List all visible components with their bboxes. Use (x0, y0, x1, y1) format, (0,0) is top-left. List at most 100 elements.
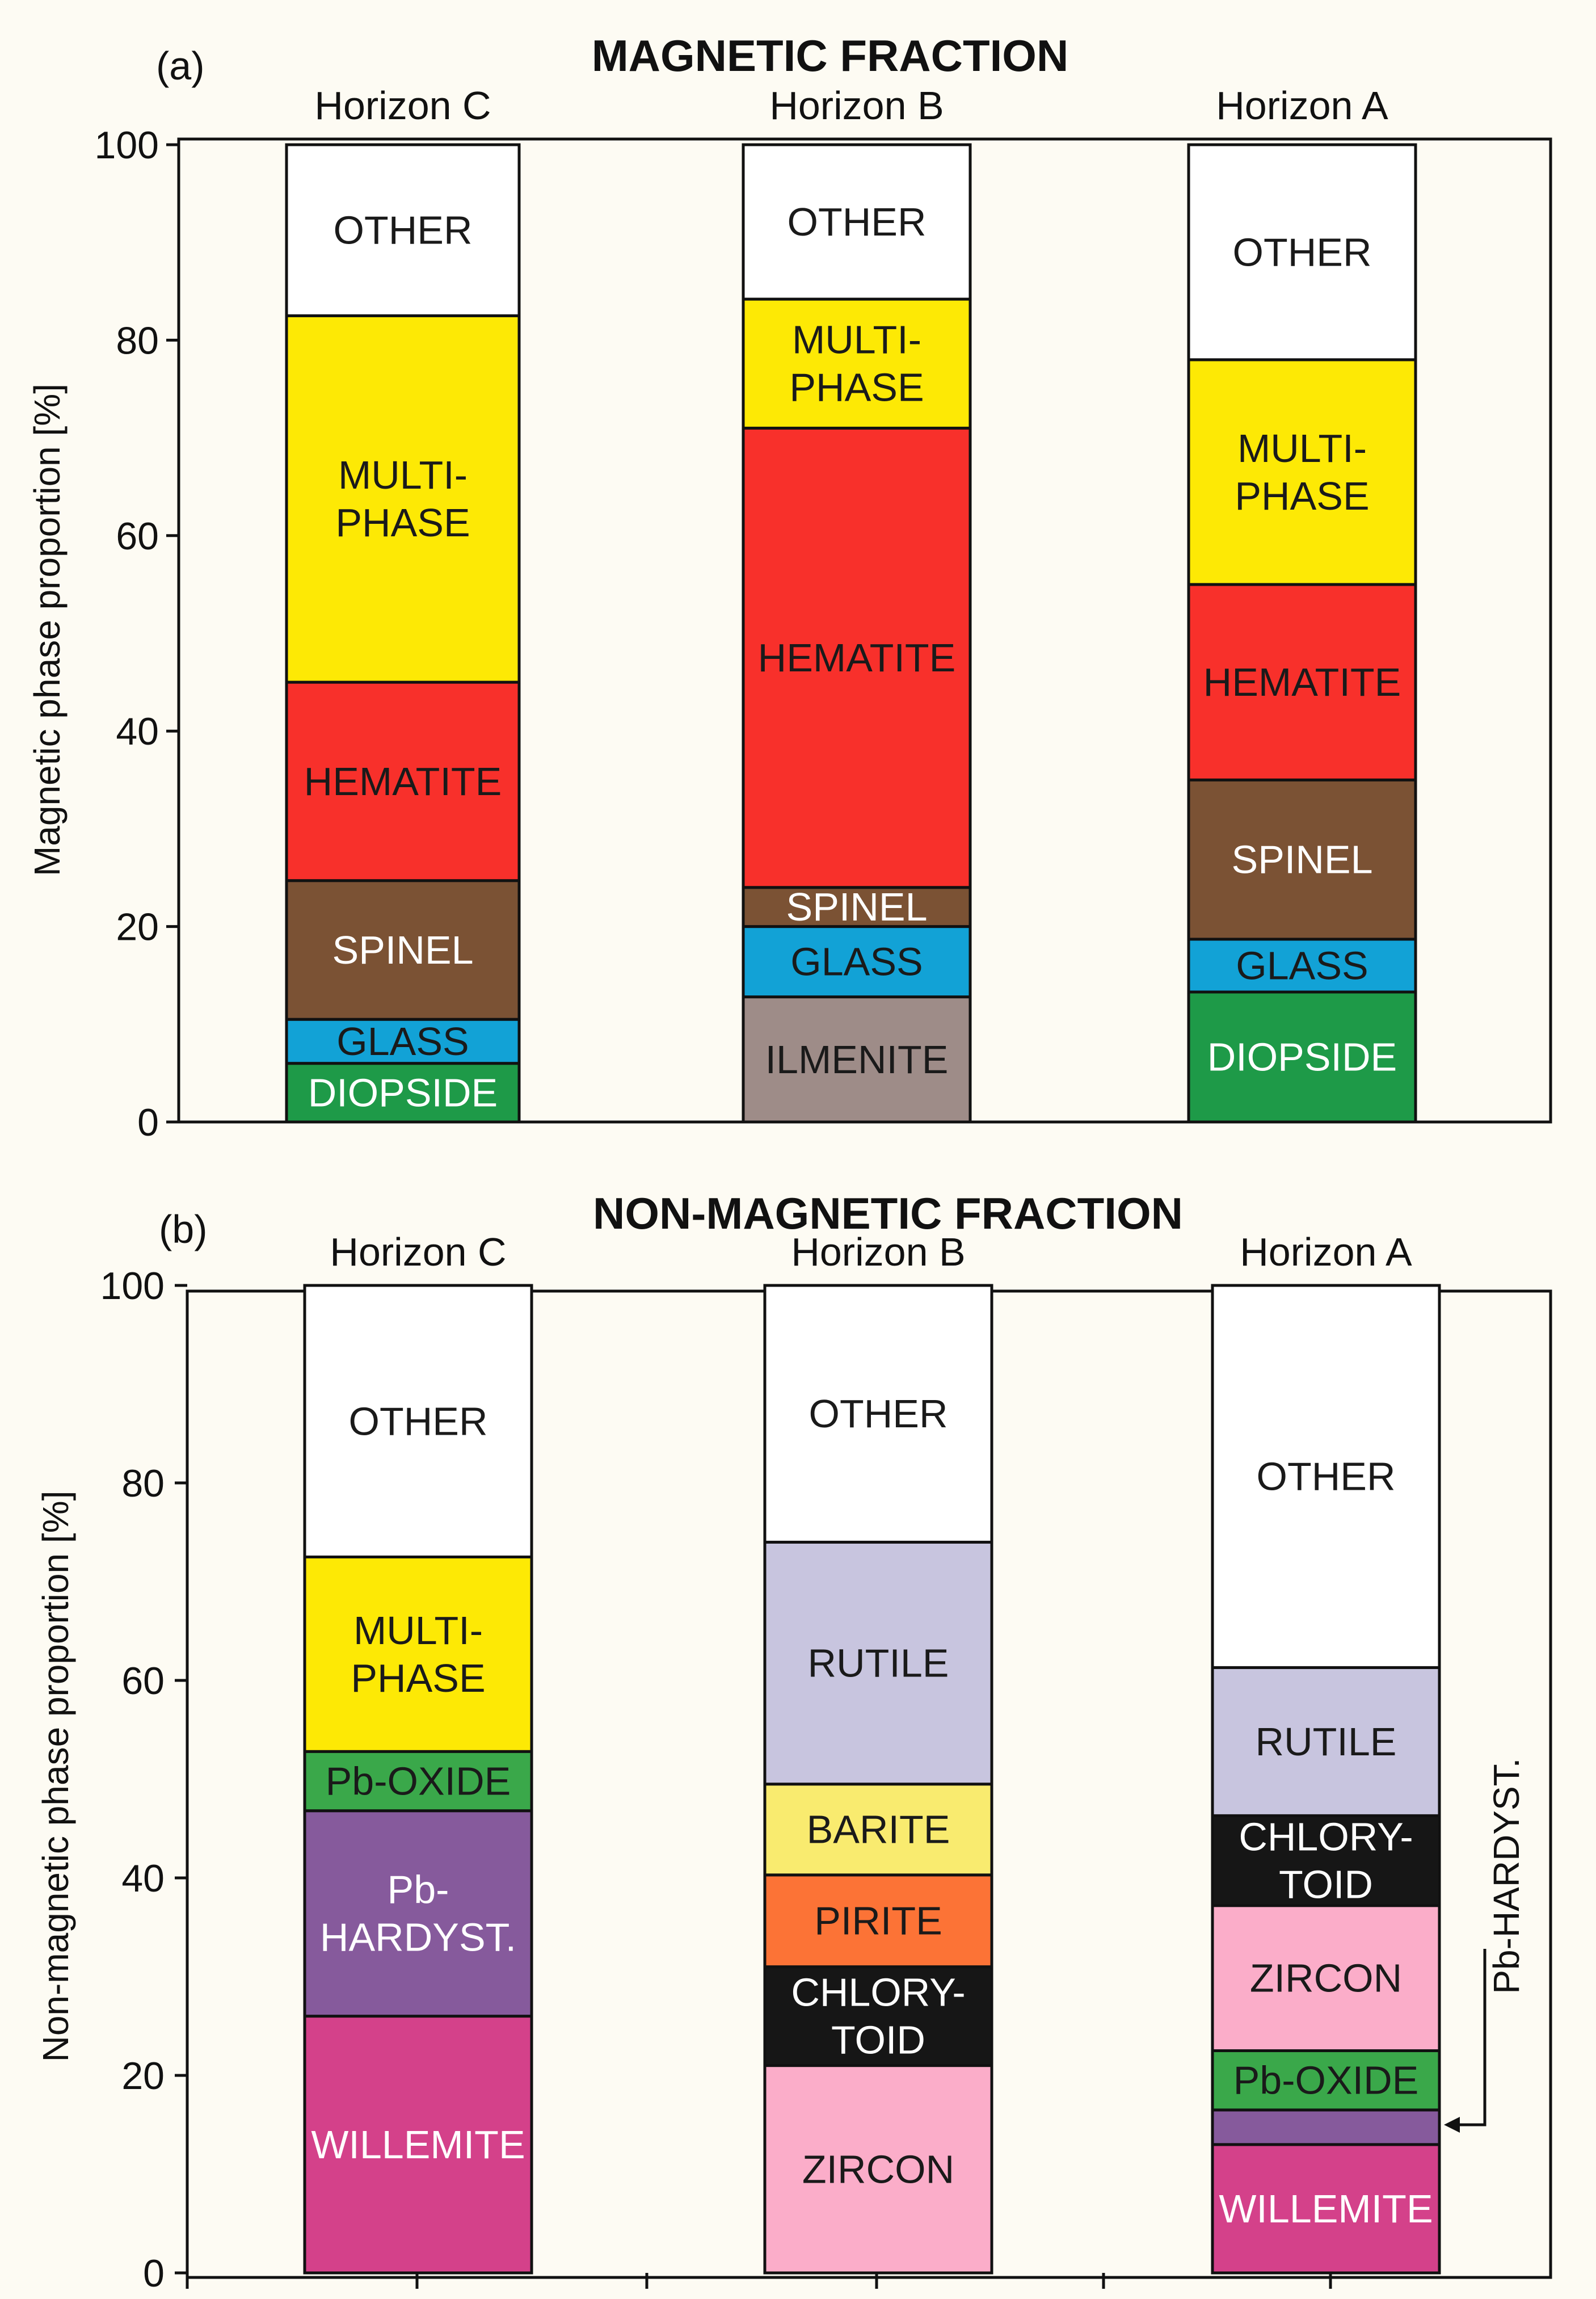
segment-label-glass: GLASS (790, 940, 923, 984)
segment-label-other: OTHER (809, 1392, 948, 1436)
segment-rutile (1211, 1666, 1441, 1817)
panel-a-y-tick-label: 20 (116, 906, 159, 949)
segment-label-hematite: HEMATITE (304, 759, 502, 804)
magnetic-fraction-panel: MAGNETIC FRACTION (a) Magnetic phase pro… (27, 31, 1552, 1144)
panel-a-bars: DIOPSIDE GLASS SPINEL HEMATITE MULTI-PHASE OT… (285, 143, 1417, 1124)
panel-a-y-tick-label: 0 (137, 1101, 159, 1144)
segment-pb-hardyst (303, 1809, 533, 2018)
segment-chlory-toid (1211, 1814, 1441, 1907)
panel-b-y-tick-label: 0 (143, 2252, 165, 2295)
segment-label-hematite: HEMATITE (758, 636, 956, 680)
segment-label-other: OTHER (1233, 230, 1372, 274)
segment-zircon (1211, 1904, 1441, 2052)
segment-label-multi-phase: MULTI-PHASE (1235, 426, 1369, 518)
segment-label-other: OTHER (1257, 1455, 1396, 1499)
segment-zircon (763, 2064, 993, 2275)
panel-a-horizon-label: Horizon B (769, 83, 944, 128)
segment-label-willemite: WILLEMITE (1219, 2187, 1433, 2231)
panel-b-y-ticks: 0 20 40 60 80 100 (100, 1264, 187, 2295)
segment-willemite (1211, 2143, 1441, 2275)
panel-b-y-axis-label: Non-magnetic phase proportion [%] (35, 1491, 76, 2062)
panel-a-y-tick-label: 60 (116, 515, 159, 558)
segment-diopside (1187, 990, 1417, 1124)
panel-a-y-tick-label: 80 (116, 319, 159, 362)
panel-a-bar-horizon-c: DIOPSIDE GLASS SPINEL HEMATITE MULTI-PHASE OT… (285, 143, 521, 1124)
segment-pb-oxide (303, 1750, 533, 1813)
segment-label-multi-phase: MULTI-PHASE (335, 453, 470, 545)
segment-rutile (763, 1540, 993, 1786)
segment-hematite (285, 680, 521, 882)
segment-label-pb-hardyst: Pb-HARDYST. (320, 1868, 516, 1960)
panel-b-y-tick-label: 20 (121, 2054, 165, 2098)
segment-multi-phase (285, 314, 521, 684)
panel-a-title: MAGNETIC FRACTION (592, 31, 1069, 81)
segment-other (1211, 1284, 1441, 1669)
panel-a-y-tick-label: 100 (95, 124, 159, 167)
segment-label-diopside: DIOPSIDE (1207, 1035, 1397, 1079)
panel-a-y-tick-label: 40 (116, 710, 159, 753)
panel-a-horizon-labels: Horizon C Horizon B Horizon A (314, 83, 1388, 128)
segment-other (1187, 143, 1417, 362)
segment-glass (285, 1018, 521, 1065)
panel-a-horizon-label: Horizon C (314, 83, 491, 128)
panel-a-bar-horizon-a: DIOPSIDE GLASS SPINEL HEMATITE MULTI-PHASE OT… (1187, 143, 1417, 1124)
segment-multi-phase (742, 297, 972, 430)
panel-b-bar-horizon-c: WILLEMITE Pb-HARDYST. Pb-OXIDE MULTI-PHASE O… (303, 1284, 533, 2275)
segment-label-other: OTHER (788, 200, 927, 244)
segment-pb-oxide (1211, 2049, 1441, 2112)
segment-label-spinel: SPINEL (1232, 838, 1373, 882)
segment-label-pb-oxide: Pb-OXIDE (1233, 2058, 1419, 2103)
segment-chlory-toid (763, 1965, 993, 2067)
segment-label-rutile: RUTILE (1256, 1720, 1397, 1764)
annotation-arrowhead (1444, 2117, 1460, 2133)
segment-multi-phase (1187, 358, 1417, 586)
panel-b-y-tick-label: 40 (121, 1857, 165, 1900)
panel-b-bars: WILLEMITE Pb-HARDYST. Pb-OXIDE MULTI-PHASE O… (303, 1284, 1441, 2275)
panel-b-y-tick-label: 60 (121, 1659, 165, 1703)
segment-pirite (763, 1873, 993, 1969)
segment-label-other: OTHER (334, 208, 473, 253)
segment-label-zircon: ZIRCON (802, 2147, 954, 2191)
segment-other (285, 143, 521, 317)
panel-b-y-tick-label: 80 (121, 1462, 165, 1505)
segment-label-pb-oxide: Pb-OXIDE (326, 1759, 511, 1803)
segment-label-hematite: HEMATITE (1203, 660, 1401, 704)
segment-label-chlory-toid: CHLORY-TOID (791, 1970, 965, 2062)
panel-b-title: NON-MAGNETIC FRACTION (593, 1188, 1183, 1238)
segment-ilmenite (742, 995, 972, 1124)
panel-b-horizon-label: Horizon B (791, 1230, 965, 1274)
segment-other (742, 143, 972, 301)
segment-label-rutile: RUTILE (808, 1641, 949, 1686)
panel-b-x-ticks (186, 2273, 1332, 2289)
annotation-leader-line (1452, 1949, 1486, 2126)
segment-label-barite: BARITE (807, 1808, 950, 1852)
segment-diopside (285, 1062, 521, 1124)
segment-label-other: OTHER (349, 1399, 488, 1443)
panel-b-bar-horizon-b: ZIRCON CHLORY-TOID PIRITE BARITE RUTILE OTHER (763, 1284, 993, 2275)
segment-hematite (1187, 583, 1417, 781)
segment-hematite (742, 426, 972, 889)
segment-label-ilmenite: ILMENITE (765, 1037, 949, 1082)
panel-b-horizon-labels: Horizon C Horizon B Horizon A (330, 1230, 1412, 1274)
segment-label-chlory-toid: CHLORY-TOID (1239, 1815, 1413, 1907)
panel-b-bar-horizon-a: WILLEMITE Pb-OXIDE ZIRCON CHLORY-TOID RUTILE… (1211, 1284, 1441, 2275)
panel-a-y-axis-label: Magnetic phase proportion [%] (27, 384, 68, 876)
segment-label-spinel: SPINEL (786, 885, 928, 929)
annotation-label: Pb-HARDYST. (1486, 1758, 1527, 1994)
segment-label-pirite: PIRITE (814, 1899, 942, 1943)
panel-b-horizon-label: Horizon A (1240, 1230, 1412, 1274)
segment-label-multi-phase: MULTI-PHASE (351, 1608, 485, 1700)
segment-other (303, 1284, 533, 1558)
panel-a-bar-horizon-b: ILMENITE GLASS SPINEL HEMATITE MULTI-PHASE OT… (742, 143, 972, 1124)
segment-barite (763, 1783, 993, 1877)
panel-a-y-ticks: 0 20 40 60 80 100 (95, 124, 179, 1144)
panel-a-horizon-label: Horizon A (1216, 83, 1388, 128)
segment-label-multi-phase: MULTI-PHASE (789, 318, 924, 410)
segment-label-glass: GLASS (336, 1019, 469, 1064)
pb-hardyst-annotation: Pb-HARDYST. (1444, 1758, 1527, 2133)
segment-spinel (285, 879, 521, 1021)
segment-label-willemite: WILLEMITE (311, 2123, 525, 2167)
segment-label-zircon: ZIRCON (1250, 1956, 1402, 2000)
panel-a-label: (a) (156, 44, 205, 88)
